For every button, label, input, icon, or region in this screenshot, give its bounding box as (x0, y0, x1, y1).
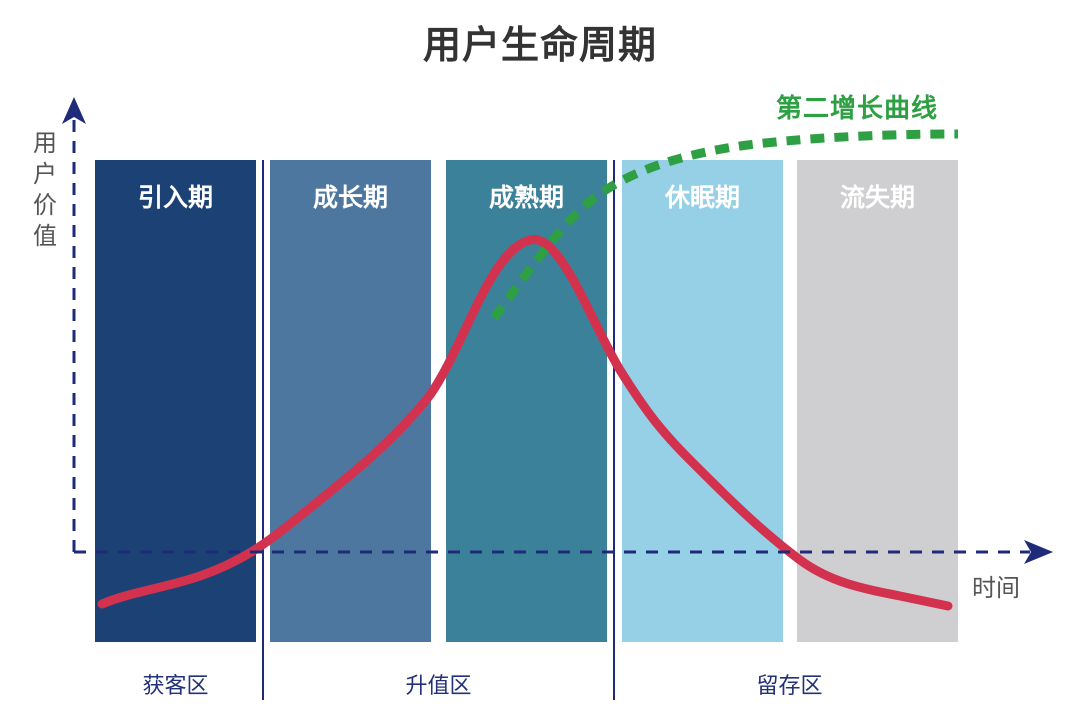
x-axis-label: 时间 (972, 574, 1020, 602)
stage-label: 成长期 (312, 183, 388, 212)
zone-label-retention: 留存区 (756, 674, 823, 699)
stage-label: 休眠期 (664, 183, 740, 212)
second-growth-curve (490, 129, 959, 321)
zone-divider-2 (613, 160, 615, 700)
x-axis-arrow-icon (1024, 540, 1053, 564)
page-title: 用户生命周期 (422, 23, 657, 67)
zone-label-value-growth: 升值区 (405, 674, 472, 699)
y-axis-label-char: 户 (33, 160, 57, 188)
stage-label: 引入期 (137, 183, 213, 212)
second-growth-curve-label: 第二增长曲线 (776, 94, 939, 124)
zone-label-acquisition: 获客区 (142, 674, 209, 699)
y-axis-label-char: 价 (33, 191, 57, 219)
y-axis-label-char: 值 (33, 222, 57, 250)
stage-label: 流失期 (839, 183, 915, 212)
zone-divider-1 (262, 160, 264, 700)
stage-band-growth: 成长期 (270, 160, 431, 642)
stage-band-dormant: 休眠期 (622, 160, 783, 642)
stage-band-churn: 流失期 (797, 160, 958, 642)
y-axis-label: 用 户 价 值 (30, 128, 60, 252)
y-axis-arrow-icon (62, 97, 86, 124)
stage-label: 成熟期 (488, 183, 564, 212)
y-axis-label-char: 用 (33, 129, 57, 157)
